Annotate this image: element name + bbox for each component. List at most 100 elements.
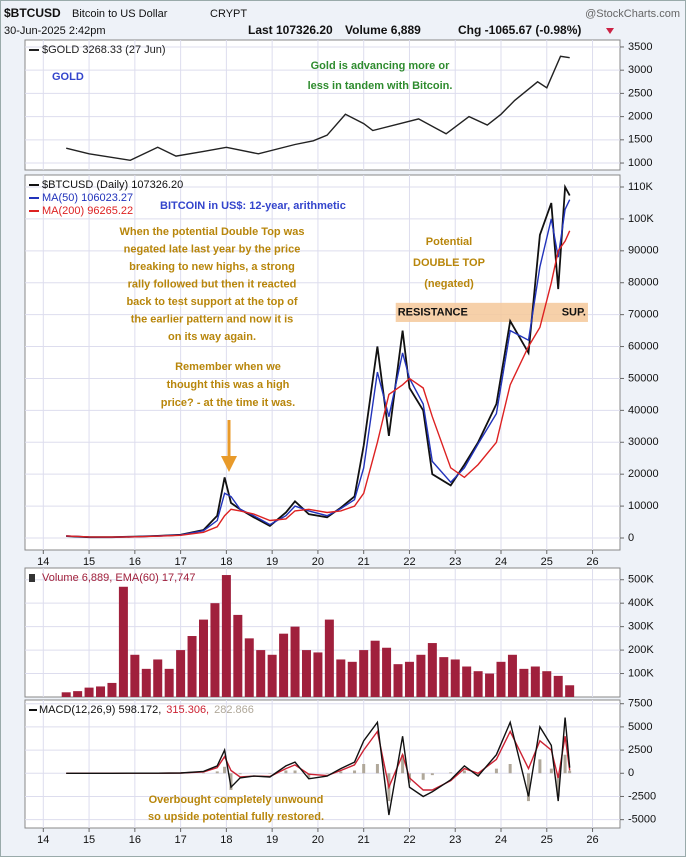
bar [290,626,300,697]
annotation: price? - at the time it was. [161,397,295,409]
annotation: GOLD [52,71,84,83]
y-tick-label: 300K [628,621,654,633]
series-line [66,230,571,538]
bar [565,685,575,697]
x-tick-label: 14 [37,556,49,568]
y-tick-label: 50000 [628,372,659,384]
bar [164,668,174,697]
bar [130,654,140,697]
bar [210,603,220,697]
annotation: Gold is advancing more or [311,60,450,72]
bar [238,773,242,775]
bar [507,654,517,697]
plot-area [66,55,570,162]
band-label: SUP. [562,306,586,318]
symbol-name: Bitcoin to US Dollar [72,8,168,20]
y-tick-label: 40000 [628,404,659,416]
annotation: negated late last year by the price [124,243,301,255]
y-tick-label: 2500 [628,744,652,756]
bar [293,770,297,774]
bar [401,754,405,774]
x-tick-label: 26 [586,556,598,568]
bar [256,650,266,697]
bar [375,764,379,774]
bar [199,619,208,697]
series-line [66,55,570,162]
bar [336,659,346,697]
bar [553,675,563,697]
x-tick-label: 18 [220,556,232,568]
y-tick-label: -5000 [628,814,656,826]
legend-label: 282.866 [214,704,254,716]
y-tick-label: 1500 [628,134,652,146]
bar [61,692,71,697]
bar [187,636,197,697]
y-tick-label: 100K [628,213,654,225]
bar [439,657,449,697]
series-line [66,199,571,538]
bar [494,768,498,774]
bar [284,770,288,774]
bar [416,654,426,697]
exchange: CRYPT [210,8,247,20]
y-tick-label: 100K [628,667,654,679]
bar [279,633,289,697]
y-tick-label: 5000 [628,721,652,733]
bar [538,759,542,774]
bar [221,575,231,697]
series-line [66,717,571,816]
bar [233,614,243,697]
bar [473,671,483,697]
x-tick-label: 22 [403,556,415,568]
plot-area [66,717,572,816]
bar [347,661,357,697]
x-tick-label: 22 [403,834,415,846]
plot-area [61,575,575,697]
x-tick-label: 21 [358,834,370,846]
x-tick-label: 19 [266,834,278,846]
y-tick-label: 1000 [628,157,652,169]
bar [370,640,380,697]
source: @StockCharts.com [585,8,680,20]
x-tick-label: 16 [129,834,141,846]
legend-label: $BTCUSD (Daily) 107326.20 [42,179,183,191]
x-tick-label: 24 [495,556,507,568]
bar [549,768,553,774]
y-tick-label: 3000 [628,64,652,76]
annotation: When the potential Double Top was [120,226,305,238]
bar [339,771,343,774]
bar [462,666,472,697]
bar [393,664,403,697]
bar [449,772,453,774]
x-tick-label: 25 [541,834,553,846]
y-tick-label: 500K [628,574,654,586]
y-tick-label: 110K [628,181,654,193]
bar [73,691,83,697]
x-tick-label: 26 [586,834,598,846]
annotation: BITCOIN in US$: 12-year, arithmetic [160,200,346,212]
x-tick-label: 23 [449,834,461,846]
symbol: $BTCUSD [4,6,61,20]
date: 30-Jun-2025 2:42pm [4,25,106,37]
y-tick-label: 60000 [628,340,659,352]
resistance-band [395,302,588,322]
bar [462,770,466,774]
bar [421,773,425,780]
bar [244,638,254,697]
annotation: the earlier pattern and now it is [131,313,294,325]
bar [556,773,560,797]
x-tick-label: 20 [312,834,324,846]
annotation: DOUBLE TOP [413,257,485,269]
panel [24,174,621,551]
y-tick-label: 400K [628,597,654,609]
bar [359,650,369,697]
annotation: Overbought completely unwound [149,794,324,806]
bar [542,671,552,697]
x-tick-label: 20 [312,556,324,568]
bar [96,686,106,697]
bar [215,771,219,774]
bar [118,586,128,697]
legend-label: 315.306, [166,704,209,716]
x-tick-label: 25 [541,556,553,568]
legend-label: MA(200) 96265.22 [42,205,133,217]
